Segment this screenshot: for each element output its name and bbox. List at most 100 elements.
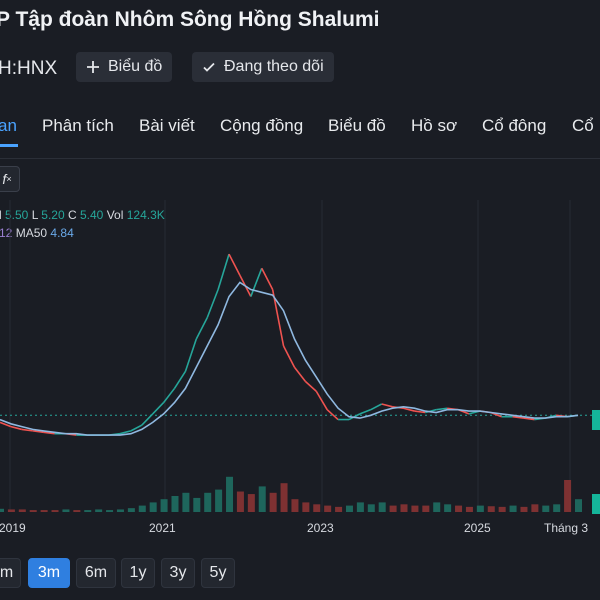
volume-bar	[182, 492, 190, 512]
volume-bar	[40, 510, 48, 512]
range-5y-button[interactable]: 5y	[201, 558, 235, 588]
range-label: 6m	[84, 564, 108, 581]
price-segment	[10, 425, 23, 431]
tab-label: Cổ	[572, 116, 594, 135]
price-segment	[206, 289, 219, 319]
x-axis-label: 2019	[0, 521, 26, 535]
price-segment	[228, 253, 241, 276]
volume-bar	[542, 505, 550, 512]
range-label: m	[0, 564, 14, 581]
tab-articles[interactable]: Bài viết	[139, 116, 195, 136]
close-label: C	[67, 208, 77, 222]
tab-analysis[interactable]: Phân tích	[42, 116, 114, 136]
tab-bar: an Phân tích Bài viết Cộng đồng Biểu đồ …	[0, 104, 600, 148]
price-segment	[184, 338, 198, 372]
volume-bar	[116, 509, 124, 512]
range-1y-button[interactable]: 1y	[121, 558, 155, 588]
price-segment	[173, 371, 187, 389]
range-6m-button[interactable]: 6m	[76, 558, 116, 588]
x-axis-label: 2025	[464, 521, 491, 535]
ma50-value: 4.84	[50, 226, 74, 240]
tab-more[interactable]: Cổ	[572, 116, 594, 136]
volume-bar	[236, 491, 244, 512]
price-segment	[250, 267, 263, 297]
volume-bar	[302, 502, 310, 512]
volume-bar	[335, 506, 343, 512]
price-segment	[523, 417, 535, 421]
range-3y-button[interactable]: 3y	[161, 558, 195, 588]
follow-button-label: Đang theo dõi	[224, 58, 324, 75]
x-axis-label: 2021	[149, 521, 176, 535]
tab-chart[interactable]: Biểu đồ	[328, 116, 386, 136]
price-segment	[315, 390, 328, 411]
price-segment	[282, 345, 296, 368]
volume-bar	[106, 510, 114, 512]
range-label: 3m	[37, 564, 61, 581]
volume-bar	[564, 480, 572, 512]
price-segment	[359, 408, 372, 415]
high-value: 5.50	[5, 208, 29, 222]
x-axis-label: Tháng 3	[544, 521, 589, 535]
price-segment	[403, 407, 415, 412]
ma50-label: MA50	[15, 226, 48, 240]
volume-bar	[29, 510, 37, 512]
active-tab-indicator	[0, 144, 18, 147]
follow-button[interactable]: Đang theo dõi	[192, 52, 334, 82]
volume-bar	[487, 506, 495, 512]
volume-bar	[422, 505, 430, 512]
indicator-fx-button[interactable]: f ×	[0, 166, 20, 192]
chart-button-label: Biểu đồ	[108, 58, 163, 75]
volume-bar	[509, 505, 517, 512]
range-3m-button[interactable]: 3m	[28, 558, 70, 588]
price-segment	[119, 430, 132, 435]
volume-bar	[378, 502, 386, 512]
price-segment	[162, 387, 176, 404]
price-chart[interactable]	[0, 200, 600, 516]
volume-bar	[476, 505, 484, 512]
tab-shareholders[interactable]: Cổ đông	[482, 116, 546, 136]
volume-value: 124.3K	[126, 208, 165, 222]
ticker-exchange: H:HNX	[0, 58, 58, 79]
price-segment	[304, 380, 317, 392]
range-1m-button[interactable]: m	[0, 558, 21, 588]
volume-bar	[367, 504, 375, 512]
volume-bar	[411, 505, 419, 512]
range-label: 1y	[129, 564, 147, 581]
chart-button[interactable]: Biểu đồ	[76, 52, 173, 82]
volume-bar	[280, 483, 288, 512]
tab-label: Bài viết	[139, 116, 195, 135]
price-segment	[130, 424, 143, 432]
volume-bar	[171, 496, 179, 512]
tab-profile[interactable]: Hồ sơ	[411, 116, 457, 136]
price-segment	[370, 403, 383, 411]
volume-bar	[62, 509, 70, 512]
ohlc-legend: l 5.50 L 5.20 C 5.40 Vol 124.3K	[0, 208, 165, 222]
price-segment	[436, 407, 448, 411]
page-title: P Tập đoàn Nhôm Sông Hồng Shalumi	[0, 8, 380, 31]
tab-label: an	[0, 116, 17, 135]
volume-label: Vol	[106, 208, 124, 222]
volume-bar	[247, 494, 255, 512]
tab-label: Cộng đồng	[220, 116, 304, 135]
low-label: L	[31, 208, 38, 222]
price-segment	[32, 430, 44, 434]
volume-bar	[149, 502, 157, 512]
price-segment	[261, 267, 274, 290]
volume-bar	[215, 489, 223, 512]
volume-bar	[160, 499, 168, 512]
volume-bar	[84, 510, 92, 512]
volume-bar	[7, 509, 15, 512]
price-segment	[326, 409, 339, 421]
volume-bar	[258, 486, 266, 512]
volume-bar	[95, 509, 103, 512]
volume-bar	[455, 505, 463, 512]
price-segment	[512, 415, 524, 419]
volume-marker	[592, 494, 600, 514]
check-icon	[203, 62, 215, 72]
ma20-value: 12	[0, 226, 13, 240]
volume-bar	[127, 508, 135, 512]
volume-bar	[498, 506, 506, 512]
tab-overview[interactable]: an	[0, 116, 17, 136]
tab-community[interactable]: Cộng đồng	[220, 116, 303, 136]
price-segment	[195, 317, 208, 340]
